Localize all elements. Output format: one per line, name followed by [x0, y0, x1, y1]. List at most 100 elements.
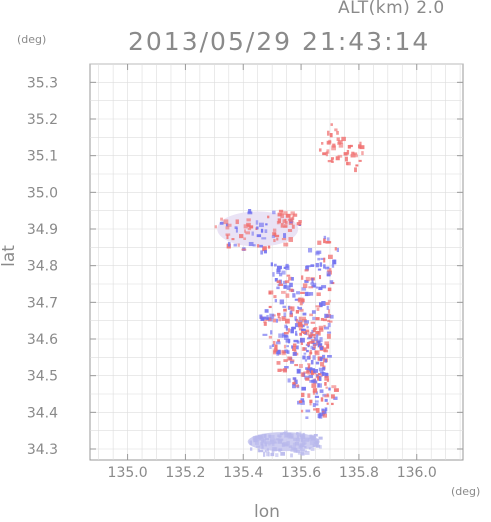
- echo-pixel: [325, 314, 330, 318]
- echo-pixel: [302, 312, 307, 316]
- echo-pixel: [321, 141, 324, 145]
- echo-pixel: [283, 242, 289, 247]
- echo-pixel: [315, 391, 318, 395]
- echo-pixel: [312, 390, 316, 395]
- echo-pixel: [268, 335, 273, 339]
- echo-pixel: [225, 233, 231, 236]
- echo-pixel: [284, 349, 289, 353]
- echo-pixel: [326, 344, 330, 349]
- echo-pixel: [300, 298, 305, 303]
- echo-pixel: [317, 268, 322, 271]
- echo-pixel: [312, 355, 316, 360]
- echo-pixel: [302, 331, 306, 335]
- echo-pixel: [317, 257, 321, 261]
- echo-pixel: [247, 227, 252, 231]
- echo-pixel: [298, 316, 302, 321]
- echo-pixel: [314, 440, 319, 446]
- echo-pixel: [249, 440, 252, 446]
- echo-pixel: [295, 309, 299, 314]
- echo-pixel: [263, 451, 266, 457]
- echo-pixel: [295, 449, 301, 453]
- y-tick-label: 35.3: [27, 75, 58, 91]
- echo-pixel: [287, 218, 293, 221]
- echo-pixel: [267, 245, 271, 249]
- echo-pixel: [274, 447, 278, 452]
- echo-pixel: [314, 400, 319, 403]
- echo-pixel: [311, 383, 317, 388]
- echo-pixel: [305, 409, 311, 413]
- echo-pixel: [292, 293, 296, 298]
- echo-pixel: [290, 326, 295, 331]
- echo-pixel: [296, 306, 300, 309]
- echo-pixel: [272, 272, 275, 277]
- x-axis-label: lon: [254, 502, 280, 522]
- echo-pixel: [309, 379, 314, 383]
- echo-pixel: [312, 378, 316, 383]
- y-tick-label: 35.1: [27, 149, 58, 165]
- echo-pixel: [306, 342, 310, 346]
- echo-pixel: [344, 156, 348, 162]
- echo-pixel: [289, 282, 293, 288]
- y-tick-label: 34.6: [27, 332, 58, 348]
- echo-pixel: [256, 435, 262, 441]
- echo-pixel: [309, 331, 314, 337]
- echo-pixel: [310, 447, 315, 451]
- echo-cluster-center-south: [292, 366, 339, 419]
- echo-pixel: [266, 451, 270, 457]
- echo-pixel: [323, 235, 327, 239]
- echo-pixel: [304, 437, 310, 442]
- echo-pixel: [305, 367, 310, 370]
- echo-pixel: [341, 136, 346, 142]
- echo-pixel: [275, 341, 281, 345]
- echo-pixel: [292, 382, 296, 385]
- echo-pixel: [296, 222, 302, 226]
- echo-pixel: [263, 322, 267, 326]
- echo-pixel: [321, 371, 325, 376]
- echo-pixel: [249, 447, 253, 451]
- echo-pixel: [289, 310, 293, 315]
- echo-pixel: [333, 259, 336, 265]
- echo-pixel: [350, 153, 356, 158]
- echo-pixel: [259, 244, 263, 248]
- echo-pixel: [306, 265, 311, 268]
- echo-pixel: [324, 407, 328, 412]
- echo-pixel: [327, 319, 330, 323]
- echo-pixel: [300, 341, 304, 345]
- echo-pixel: [295, 333, 298, 337]
- echo-pixel: [246, 222, 251, 227]
- echo-pixel: [262, 438, 266, 444]
- echo-pixel: [324, 375, 329, 381]
- echo-pixel: [279, 299, 285, 305]
- echo-pixel: [346, 161, 351, 166]
- echo-pixel: [277, 212, 282, 217]
- echo-pixel: [323, 324, 326, 328]
- echo-pixel: [304, 359, 308, 362]
- echo-pixel: [324, 341, 330, 346]
- echo-pixel: [292, 346, 297, 351]
- echo-pixel: [283, 312, 286, 317]
- echo-pixel: [309, 313, 313, 317]
- echo-pixel: [353, 152, 358, 155]
- altitude-label: ALT(km) 2.0: [338, 0, 445, 18]
- echo-pixel: [266, 317, 269, 320]
- echo-pixel: [346, 149, 350, 155]
- echo-pixel: [290, 211, 295, 216]
- echo-pixel: [291, 447, 296, 450]
- echo-pixel: [330, 157, 334, 160]
- echo-pixel: [294, 316, 297, 321]
- echo-pixel: [313, 408, 317, 411]
- echo-pixel: [309, 399, 313, 404]
- y-tick-label: 34.4: [27, 405, 58, 421]
- echo-pixel: [227, 242, 231, 247]
- echo-pixel: [280, 211, 284, 216]
- echo-pixel: [245, 231, 251, 235]
- echo-pixel: [269, 345, 272, 349]
- echo-pixel: [315, 334, 319, 338]
- echo-pixel: [286, 345, 289, 348]
- echo-pixel: [264, 442, 267, 447]
- echo-pixel: [273, 295, 277, 299]
- echo-pixel: [281, 316, 286, 319]
- echo-pixel: [327, 299, 332, 303]
- echo-pixel: [288, 445, 293, 448]
- echo-pixel: [318, 412, 322, 418]
